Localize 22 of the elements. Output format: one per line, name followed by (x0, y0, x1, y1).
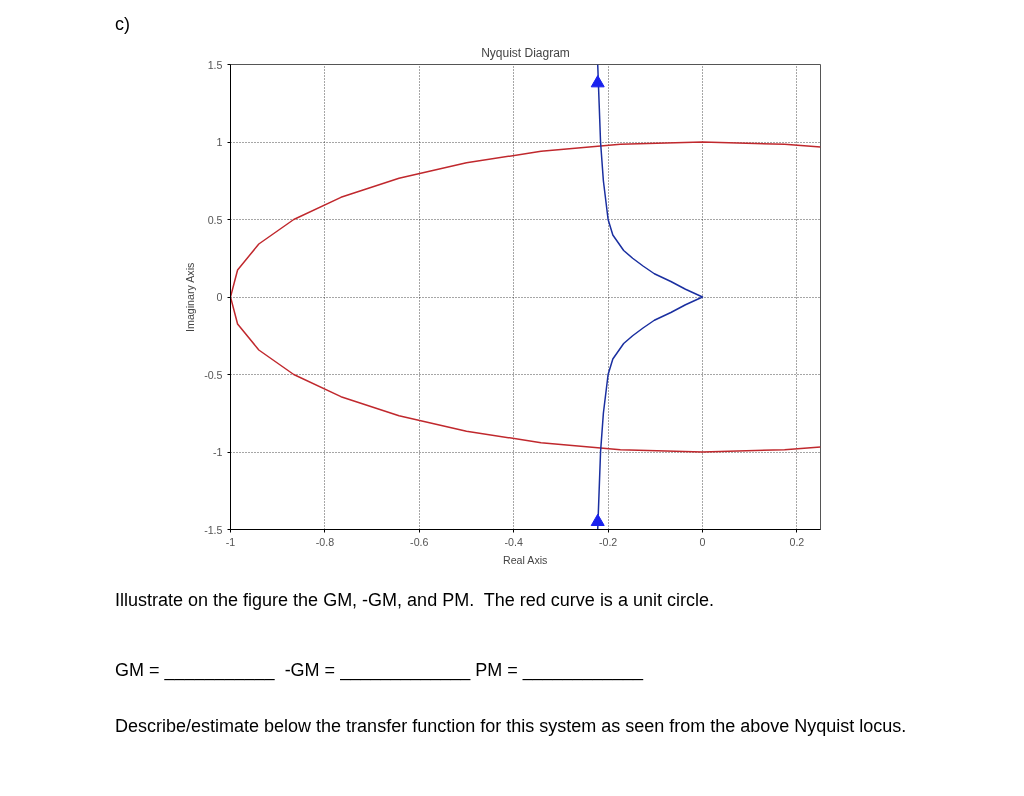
x-axis-title: Real Axis (503, 553, 548, 566)
x-tick-label: -0.2 (598, 535, 618, 548)
x-tick-label: -0.4 (504, 535, 523, 548)
x-tick-label: 0 (699, 535, 706, 548)
x-tick-label: 0.2 (789, 535, 805, 548)
x-tick-label: -1 (225, 535, 236, 548)
y-tick-label: -1 (213, 445, 223, 458)
y-tick-label: -1.5 (204, 523, 223, 536)
chart-title: Nyquist Diagram (481, 45, 570, 60)
text: Illustrate on the figure the GM, -GM, and PM. The red curve is a unit circle. (115, 588, 714, 612)
x-tick-label: -0.8 (315, 535, 335, 548)
line-series (596, 64, 704, 530)
y-tick-label: -0.5 (204, 368, 223, 381)
text: GM = ___________ -GM = _____________ PM = ____________ (115, 659, 643, 683)
y-axis-title: Imaginary Axis (184, 262, 197, 332)
text: Describe/estimate below the transfer function for this system as seen from the above Nyquist locus. (115, 715, 907, 739)
text: c) (115, 13, 130, 36)
y-tick-label: 1.5 (207, 58, 223, 71)
y-tick-label: 0 (216, 290, 223, 303)
y-tick-label: 1 (216, 135, 223, 148)
y-tick-label: 0.5 (207, 213, 223, 226)
x-tick-label: -0.6 (410, 535, 429, 548)
